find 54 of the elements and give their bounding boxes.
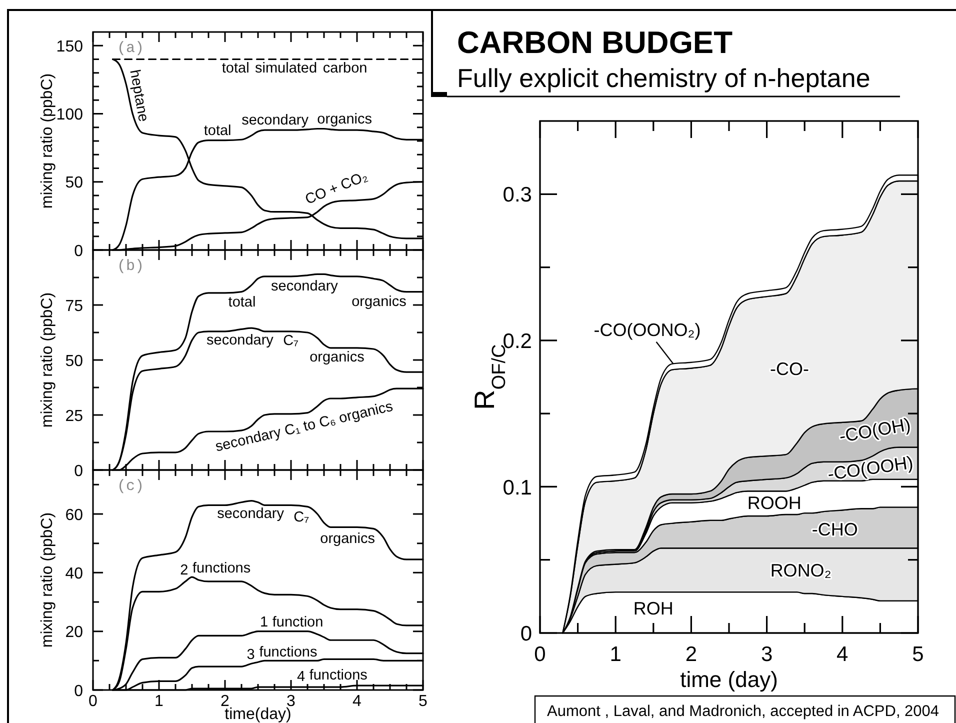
- y-tick-label: 100: [56, 106, 84, 124]
- y-tick-label: 60: [65, 506, 84, 524]
- y-tick-label: 50: [65, 352, 84, 370]
- x-tick-label: 2: [685, 643, 698, 666]
- x-tick-label: 0: [534, 643, 546, 666]
- chart-subtitle: Fully explicit chemistry of n-heptane: [457, 63, 870, 93]
- text: CO + CO₂: [303, 168, 370, 208]
- series-label: total secondary organics: [204, 112, 372, 140]
- y-axis-title: mixing ratio (ppbC): [39, 292, 56, 428]
- series-label: 4 functions: [296, 668, 368, 686]
- chart-title: CARBON BUDGET: [457, 25, 733, 60]
- x-axis-title: time (day): [680, 667, 778, 692]
- series-label: RONO₂: [770, 560, 832, 580]
- y-tick-label: 75: [65, 298, 84, 315]
- y-tick-label: 0.3: [502, 184, 532, 207]
- y-tick-label: 25: [65, 408, 84, 425]
- x-tick-label: 0: [88, 693, 98, 710]
- series-label: secondary C₇ organics: [217, 506, 375, 548]
- series-label: 1 function: [260, 614, 324, 630]
- y-tick-label: 150: [56, 38, 84, 56]
- legend-label: -CO(OONO₂): [594, 320, 701, 340]
- y-tick-label: 50: [65, 174, 84, 192]
- y-tick-label: 40: [65, 565, 84, 582]
- x-tick-label: 5: [912, 643, 924, 666]
- x-tick-label: 5: [418, 693, 428, 710]
- y-tick-label: 0.1: [502, 476, 532, 500]
- series-label: 2 functions: [180, 560, 251, 579]
- series-label: secondary C₇ organics: [206, 332, 364, 366]
- series-label: total simulated carbon: [222, 60, 368, 76]
- y-axis-title: mixing ratio (ppbC): [39, 512, 56, 648]
- annotation: (a): [117, 40, 144, 57]
- y-tick-label: 0: [74, 242, 84, 260]
- legend-label: heptane: [126, 68, 152, 123]
- x-tick-label: 4: [836, 643, 849, 666]
- legend-label: total secondary organics: [228, 278, 406, 311]
- series-label: -CO-: [770, 359, 809, 380]
- annotation: (b): [117, 258, 144, 275]
- series-label: ROH: [633, 598, 674, 619]
- x-tick-label: 1: [154, 693, 164, 710]
- series-label: -CO(OOH): [826, 452, 914, 484]
- y-tick-label: 20: [65, 624, 84, 642]
- series-label: -CO(OH): [838, 414, 912, 446]
- text: Aumont , Laval, and Madronich, accepted in ACPD, 2004: [547, 703, 940, 720]
- series-label: 3 functions: [246, 644, 318, 663]
- y-tick-label: 0: [74, 462, 84, 480]
- annotation: (c): [117, 478, 144, 495]
- y-axis-title: mixing ratio (ppbC): [39, 73, 56, 209]
- x-tick-label: 1: [610, 643, 622, 666]
- x-tick-label: 3: [760, 643, 773, 666]
- x-tick-label: 4: [352, 693, 362, 710]
- text: secondary C₁ to C₆ organics: [214, 398, 394, 456]
- series-label: -CHO: [812, 519, 858, 540]
- y-tick-label: 0: [520, 622, 532, 646]
- series-label: ROOH: [747, 493, 802, 514]
